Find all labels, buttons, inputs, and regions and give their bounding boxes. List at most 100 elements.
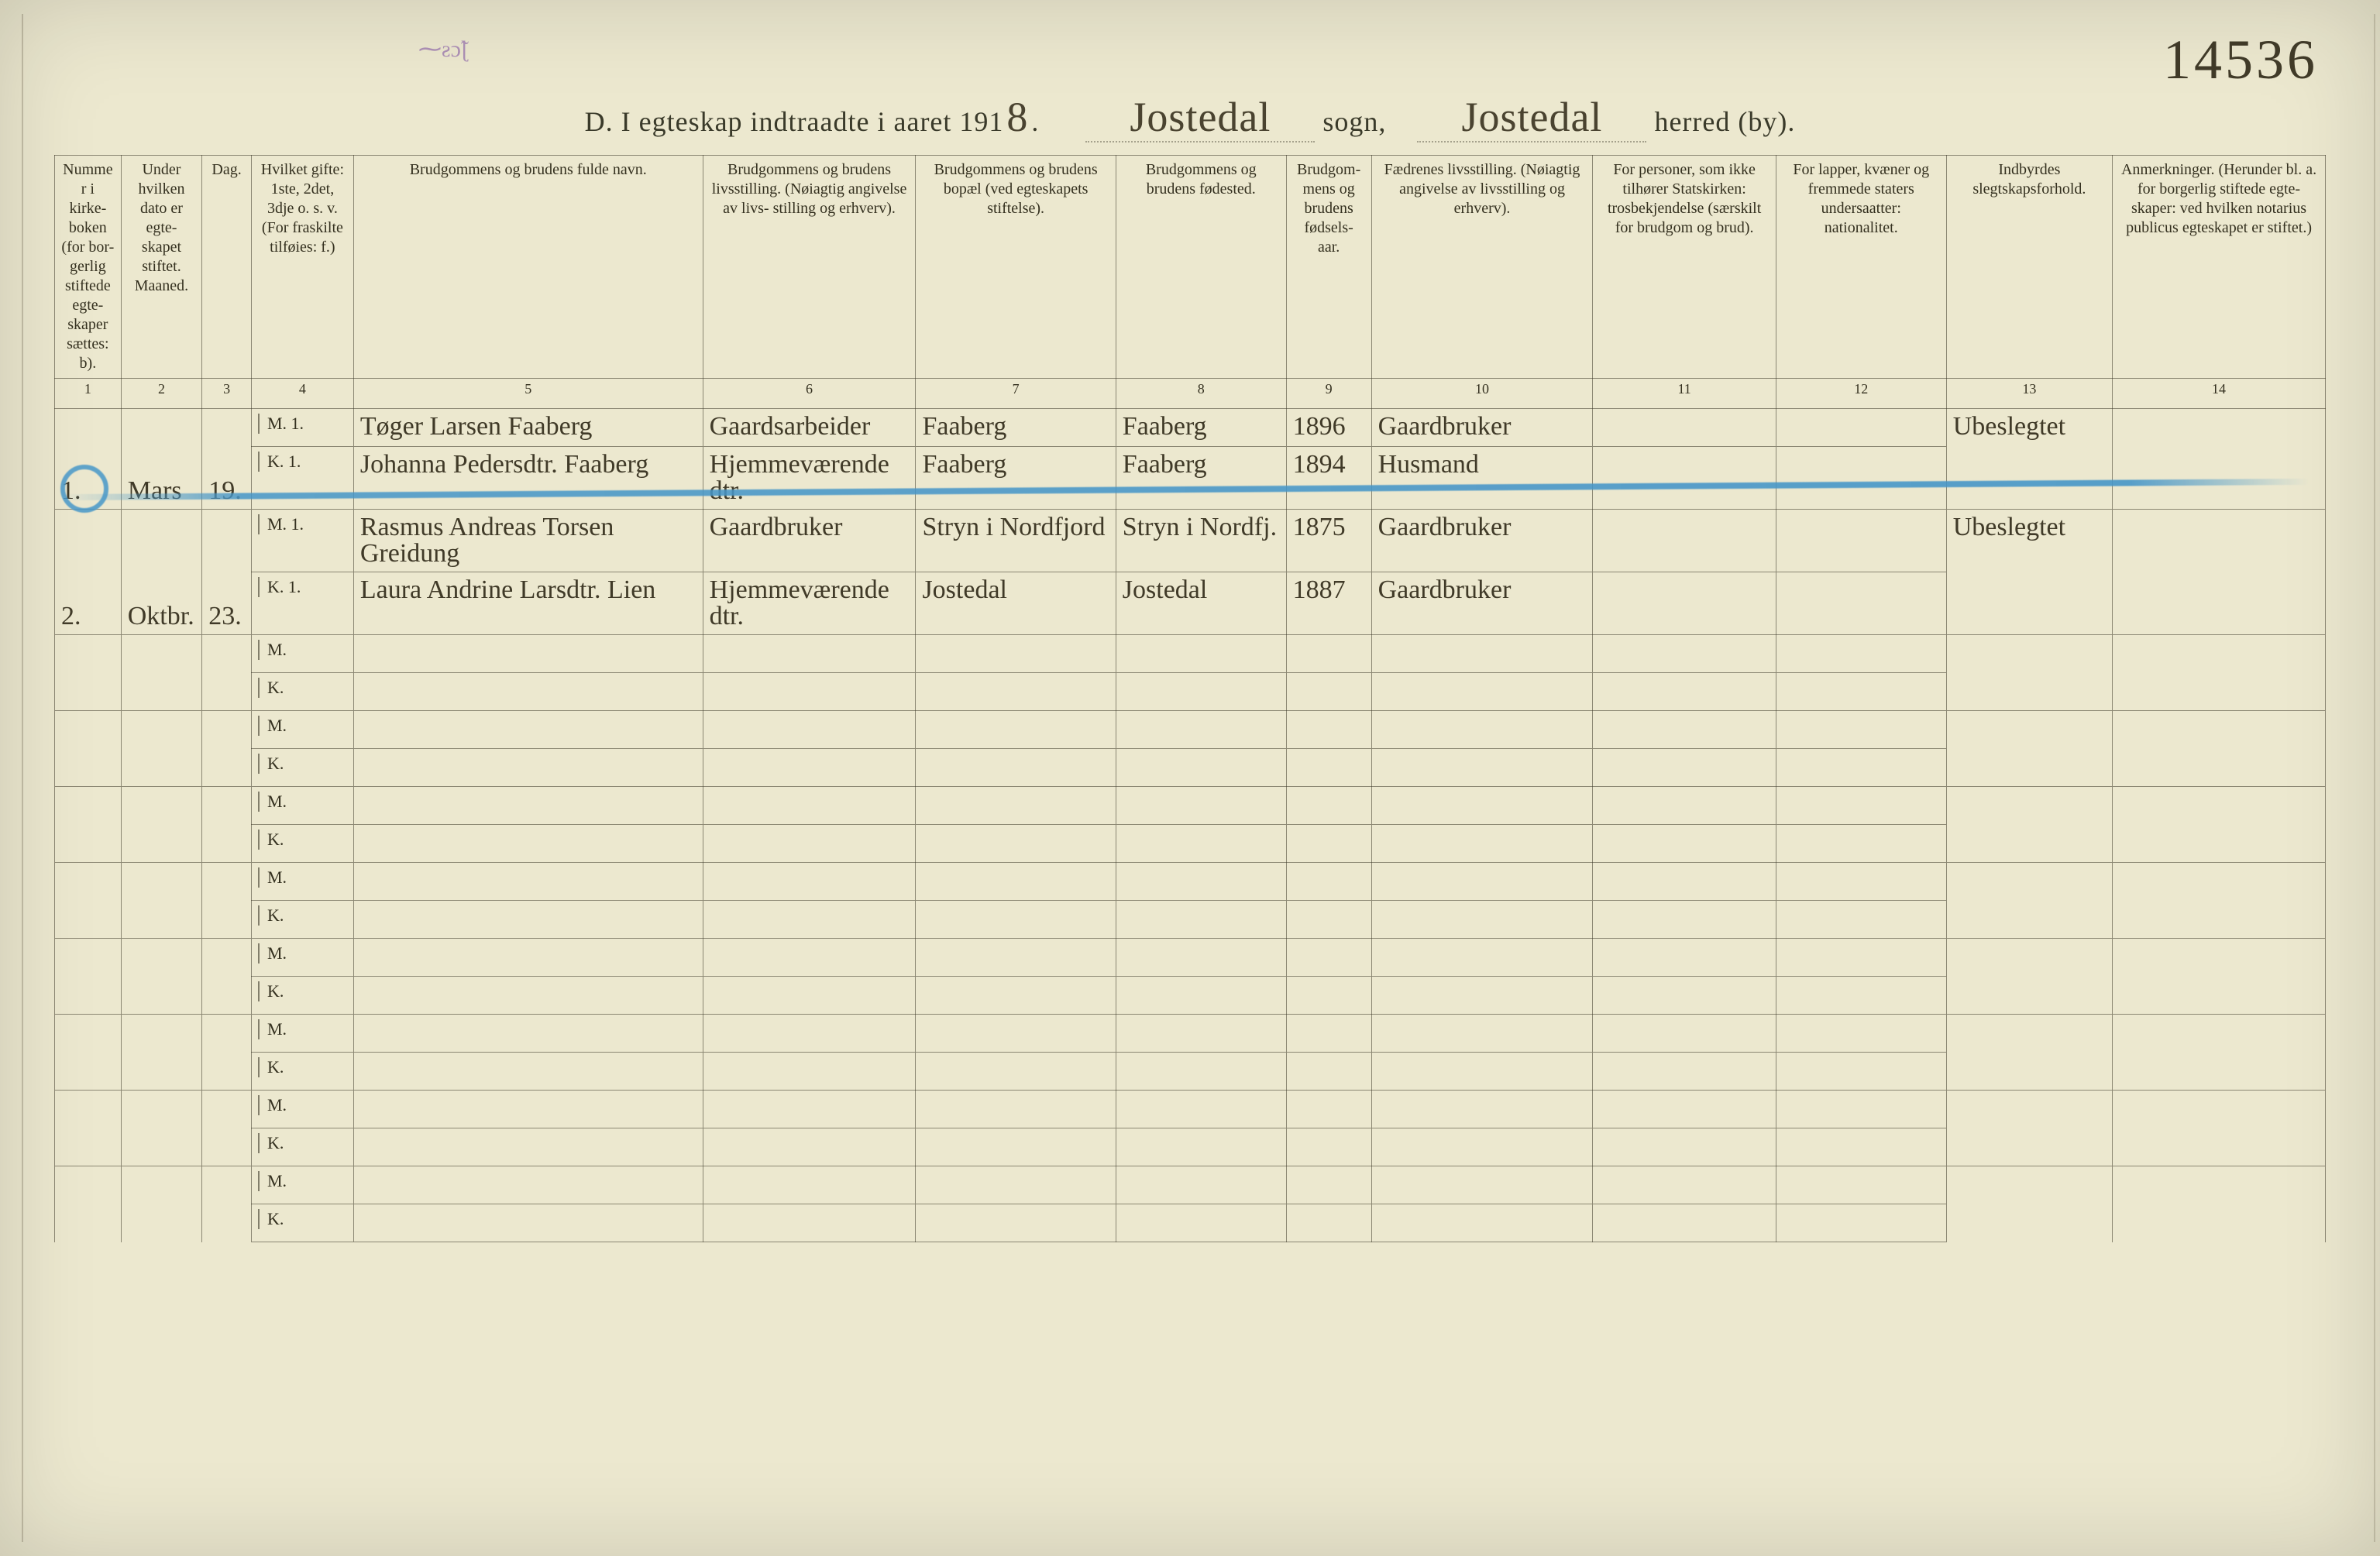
- empty-record-row: M.: [55, 1166, 2326, 1204]
- table-cell: [2113, 863, 2326, 939]
- col-number: 10: [1371, 379, 1593, 409]
- title-prefix: D. I egteskap indtraadte i aaret 191: [585, 105, 1004, 138]
- table-cell: [1371, 825, 1593, 863]
- table-cell: [1371, 1015, 1593, 1053]
- table-cell: [1593, 863, 1776, 901]
- table-cell: [703, 1204, 916, 1242]
- table-cell: [1593, 572, 1776, 635]
- table-cell: [1593, 977, 1776, 1015]
- empty-record-row: M.: [55, 635, 2326, 673]
- table-cell: [1776, 1166, 1946, 1204]
- folio-number: 14536: [2163, 28, 2318, 92]
- table-cell: [1776, 939, 1946, 977]
- handwritten-value: Hjemmeværende dtr.: [710, 450, 889, 505]
- table-cell: [1593, 1015, 1776, 1053]
- table-cell: [1116, 1204, 1286, 1242]
- handwritten-value: 1875: [1293, 513, 1346, 541]
- handwritten-value: Hjemmeværende dtr.: [710, 575, 889, 630]
- handwritten-value: Husmand: [1378, 450, 1479, 479]
- table-cell: [1776, 447, 1946, 510]
- table-cell: [202, 1091, 252, 1166]
- table-cell: [1776, 711, 1946, 749]
- table-cell: [121, 1166, 201, 1242]
- table-cell: [2113, 787, 2326, 863]
- handwritten-value: Ubeslegtet: [1953, 412, 2065, 441]
- handwritten-value: Faaberg: [1123, 412, 1207, 441]
- table-cell: [55, 635, 122, 711]
- table-cell: Ubeslegtet: [1946, 510, 2112, 635]
- table-cell: [1593, 635, 1776, 673]
- table-cell: [703, 1053, 916, 1091]
- handwritten-value: Rasmus Andreas Torsen Greidung: [360, 513, 614, 568]
- table-cell: [55, 1166, 122, 1242]
- table-cell: [1116, 1091, 1286, 1128]
- table-cell: Rasmus Andreas Torsen Greidung: [353, 510, 703, 572]
- sex-marker: M.: [251, 711, 353, 749]
- col-header: For personer, som ikke tilhører Statskir…: [1593, 156, 1776, 379]
- table-cell: [1593, 825, 1776, 863]
- sex-marker: M. 1.: [251, 510, 353, 572]
- handwritten-value: Gaardsarbeider: [710, 412, 871, 441]
- table-cell: [703, 749, 916, 787]
- table-cell: Laura Andrine Larsdtr. Lien: [353, 572, 703, 635]
- table-cell: 1875: [1286, 510, 1371, 572]
- table-cell: [1593, 1128, 1776, 1166]
- table-cell: [353, 939, 703, 977]
- sogn-label: sogn,: [1322, 105, 1386, 138]
- table-cell: Stryn i Nordfjord: [916, 510, 1116, 572]
- table-cell: [1593, 939, 1776, 977]
- purple-annotation: ⁓ƨɔ̃ɭ: [418, 36, 467, 63]
- table-cell: [1776, 1128, 1946, 1166]
- table-cell: [916, 673, 1116, 711]
- table-cell: Hjemmeværende dtr.: [703, 447, 916, 510]
- herred-handwritten: Jostedal: [1417, 93, 1646, 143]
- table-cell: [353, 1128, 703, 1166]
- col-header: Brudgommens og brudens fødested.: [1116, 156, 1286, 379]
- blue-pencil-circle: [60, 465, 108, 513]
- empty-record-row: M.: [55, 711, 2326, 749]
- table-cell: [1116, 825, 1286, 863]
- table-cell: [1371, 1204, 1593, 1242]
- table-cell: Stryn i Nordfj.: [1116, 510, 1286, 572]
- page-title: D. I egteskap indtraadte i aaret 1918. J…: [0, 93, 2380, 143]
- table-cell: [1371, 749, 1593, 787]
- table-cell: [1371, 1128, 1593, 1166]
- table-cell: [202, 1015, 252, 1091]
- handwritten-value: Gaardbruker: [1378, 412, 1512, 441]
- table-cell: [1116, 1128, 1286, 1166]
- table-cell: [353, 1053, 703, 1091]
- table-cell: [55, 939, 122, 1015]
- table-cell: [1593, 673, 1776, 711]
- empty-record-row: M.: [55, 939, 2326, 977]
- table-cell: [353, 977, 703, 1015]
- table-cell: [703, 939, 916, 977]
- table-cell: [1593, 409, 1776, 447]
- handwritten-value: 1887: [1293, 575, 1346, 604]
- table-cell: [1371, 863, 1593, 901]
- marriage-ledger-table: Nummer i kirke- boken (for bor- gerlig s…: [54, 155, 2326, 1242]
- table-cell: [1593, 901, 1776, 939]
- sex-marker: M.: [251, 863, 353, 901]
- sex-marker: K.: [251, 749, 353, 787]
- table-cell: [55, 787, 122, 863]
- table-cell: [916, 1053, 1116, 1091]
- table-cell: 1894: [1286, 447, 1371, 510]
- table-cell: [1371, 787, 1593, 825]
- table-cell: Hjemmeværende dtr.: [703, 572, 916, 635]
- record-row-groom: 2.Oktbr.23.M. 1.Rasmus Andreas Torsen Gr…: [55, 510, 2326, 572]
- sex-marker: M.: [251, 1166, 353, 1204]
- table-cell: [202, 787, 252, 863]
- table-cell: Johanna Pedersdtr. Faaberg: [353, 447, 703, 510]
- col-header: Nummer i kirke- boken (for bor- gerlig s…: [55, 156, 122, 379]
- table-cell: [916, 1091, 1116, 1128]
- table-cell: [916, 711, 1116, 749]
- table-cell: Faaberg: [916, 447, 1116, 510]
- table-cell: [916, 787, 1116, 825]
- table-cell: [202, 1166, 252, 1242]
- table-cell: [1286, 1204, 1371, 1242]
- table-cell: [1946, 711, 2112, 787]
- col-number: 8: [1116, 379, 1286, 409]
- table-cell: [1946, 1015, 2112, 1091]
- col-header: Brudgommens og brudens livsstilling. (Nø…: [703, 156, 916, 379]
- sex-marker: K. 1.: [251, 572, 353, 635]
